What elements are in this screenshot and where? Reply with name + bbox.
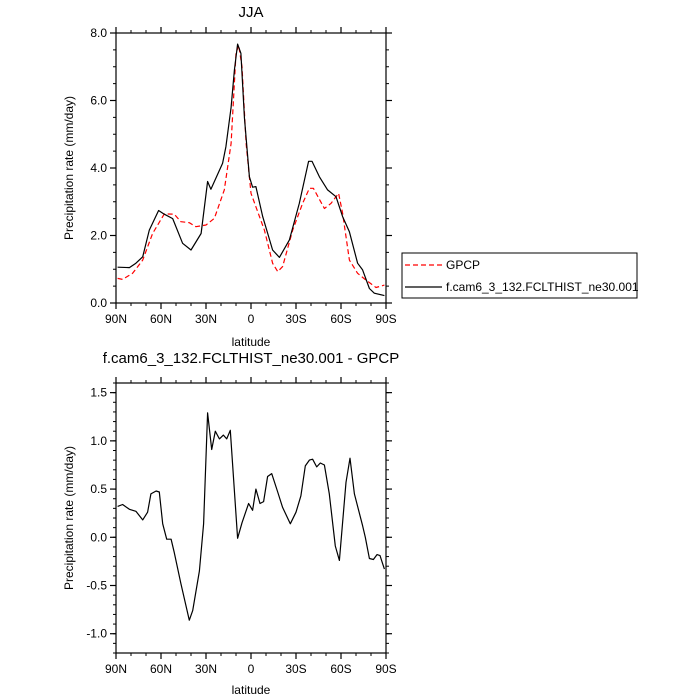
x-tick-label: 30N (195, 312, 217, 326)
series-line-f-cam6-3-132-fclthist-ne30-001 (117, 43, 385, 297)
x-tick-label: 90N (105, 662, 127, 676)
plot-frame (115, 382, 387, 654)
bottom-plot-ylabel: Precipitation rate (mm/day) (62, 446, 76, 590)
legend-label-model: f.cam6_3_132.FCLTHIST_ne30.001 (446, 280, 639, 294)
top-plot-title: JJA (238, 4, 263, 21)
y-tick-label: -0.5 (86, 579, 107, 593)
x-tick-label: 30S (285, 312, 306, 326)
y-tick-label: 1.0 (90, 434, 107, 448)
x-tick-label: 60S (330, 312, 351, 326)
x-tick-label: 0 (248, 312, 255, 326)
bottom-plot-title: f.cam6_3_132.FCLTHIST_ne30.001 - GPCP (103, 350, 400, 367)
top-plot-ylabel: Precipitation rate (mm/day) (62, 96, 76, 240)
y-tick-label: 0.0 (90, 296, 107, 310)
legend-label-gpcp: GPCP (446, 258, 480, 272)
x-tick-label: 90N (105, 312, 127, 326)
y-tick-label: 6.0 (90, 94, 107, 108)
legend: GPCP f.cam6_3_132.FCLTHIST_ne30.001 (401, 252, 639, 299)
x-tick-label: 0 (248, 662, 255, 676)
x-tick-label: 60N (150, 662, 172, 676)
y-tick-label: 2.0 (90, 229, 107, 243)
bottom-plot-difference: f.cam6_3_132.FCLTHIST_ne30.001 - GPCP la… (62, 350, 399, 697)
y-tick-label: 0.0 (90, 530, 107, 544)
y-tick-label: 4.0 (90, 161, 107, 175)
y-tick-label: -1.0 (86, 627, 107, 641)
x-tick-label: 30S (285, 662, 306, 676)
x-tick-label: 60N (150, 312, 172, 326)
x-tick-label: 90S (375, 662, 396, 676)
series-line-difference (117, 412, 385, 621)
y-tick-label: 0.5 (90, 482, 107, 496)
x-tick-label: 30N (195, 662, 217, 676)
x-tick-label: 60S (330, 662, 351, 676)
top-plot-jja: JJA latitude Precipitation rate (mm/day)… (62, 4, 397, 349)
bottom-plot-xlabel: latitude (232, 683, 271, 697)
legend-box (401, 252, 638, 299)
y-tick-label: 1.5 (90, 386, 107, 400)
series-line-gpcp (117, 44, 385, 289)
x-tick-label: 90S (375, 312, 396, 326)
y-tick-label: 8.0 (90, 26, 107, 40)
top-plot-xlabel: latitude (232, 335, 271, 349)
plot-frame (115, 32, 387, 304)
